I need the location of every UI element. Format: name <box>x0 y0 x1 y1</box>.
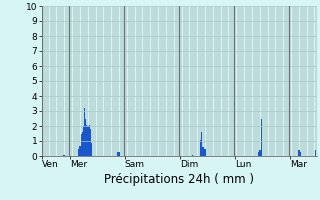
Bar <box>192 155 193 156</box>
Bar <box>200 140 201 156</box>
Bar <box>315 150 316 156</box>
Bar <box>204 148 205 156</box>
Bar <box>83 126 84 156</box>
Bar <box>90 129 91 156</box>
Bar <box>86 124 87 156</box>
Bar <box>78 148 79 156</box>
Bar <box>118 152 120 156</box>
Bar <box>89 124 90 156</box>
Bar <box>202 147 203 156</box>
Bar <box>87 126 89 156</box>
Bar <box>117 152 118 156</box>
Bar <box>81 134 82 156</box>
Bar <box>260 118 262 156</box>
Bar <box>85 118 86 156</box>
Bar <box>82 132 83 156</box>
Bar <box>84 108 85 156</box>
Bar <box>299 150 300 156</box>
Bar <box>91 142 92 156</box>
Bar <box>203 147 204 156</box>
Bar <box>258 152 260 156</box>
Bar <box>63 155 65 156</box>
X-axis label: Précipitations 24h ( mm ): Précipitations 24h ( mm ) <box>104 173 254 186</box>
Bar <box>201 132 202 156</box>
Bar <box>79 146 81 156</box>
Bar <box>300 152 301 156</box>
